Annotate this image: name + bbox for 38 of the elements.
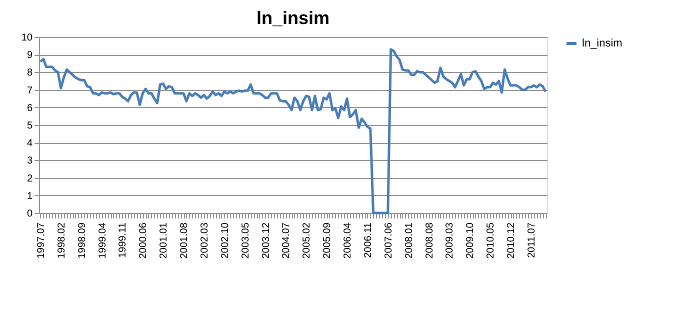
y-tick-label: 7 [26, 85, 33, 96]
x-tick-label: 2008.08 [424, 222, 436, 259]
y-tick-label: 5 [26, 120, 33, 132]
y-tick-label: 4 [26, 138, 33, 150]
x-tick-label: 1997.07 [36, 222, 47, 259]
y-tick-label: 9 [26, 50, 33, 62]
x-tick-label: 1998.09 [76, 222, 88, 259]
x-tick-label: 2001.01 [158, 222, 170, 259]
x-tick-label: 2009.10 [465, 222, 476, 259]
x-tick-label: 2005.02 [302, 222, 313, 259]
x-tick-label: 2009.03 [444, 222, 456, 259]
x-tick-label: 2010.05 [486, 222, 497, 259]
y-tick-label: 3 [26, 156, 33, 167]
x-tick-label: 2000.06 [138, 222, 150, 259]
legend-label: ln_insim [582, 38, 622, 50]
y-tick-label: 2 [26, 173, 33, 184]
x-tick-label: 1998.02 [56, 222, 68, 259]
x-tick-label: 2004.07 [281, 222, 292, 259]
y-tick-label: 0 [26, 208, 33, 220]
x-tick-label: 2005.09 [322, 222, 334, 259]
y-tick-label: 10 [21, 32, 33, 44]
y-tick-label: 1 [26, 190, 33, 202]
x-tick-label: 2006.04 [342, 222, 354, 259]
chart-title: ln_insim [256, 8, 330, 28]
x-tick-label: 1999.04 [97, 222, 108, 259]
x-tick-label: 2001.08 [179, 222, 190, 259]
x-tick-label: 2006.11 [362, 222, 374, 258]
x-tick-label: 1999.11 [118, 222, 129, 258]
x-tick-label: 2002.03 [199, 222, 210, 259]
y-tick-label: 8 [26, 68, 33, 79]
x-tick-label: 2011.07 [526, 222, 538, 258]
x-tick-label: 2010.12 [506, 222, 518, 259]
x-tick-label: 2003.12 [260, 222, 272, 259]
x-tick-label: 2003.05 [240, 222, 252, 259]
x-tick-label: 2007.06 [383, 222, 394, 259]
x-tick-label: 2008.01 [404, 222, 415, 259]
y-tick-label: 6 [26, 102, 33, 114]
x-tick-label: 2002.10 [220, 222, 231, 259]
